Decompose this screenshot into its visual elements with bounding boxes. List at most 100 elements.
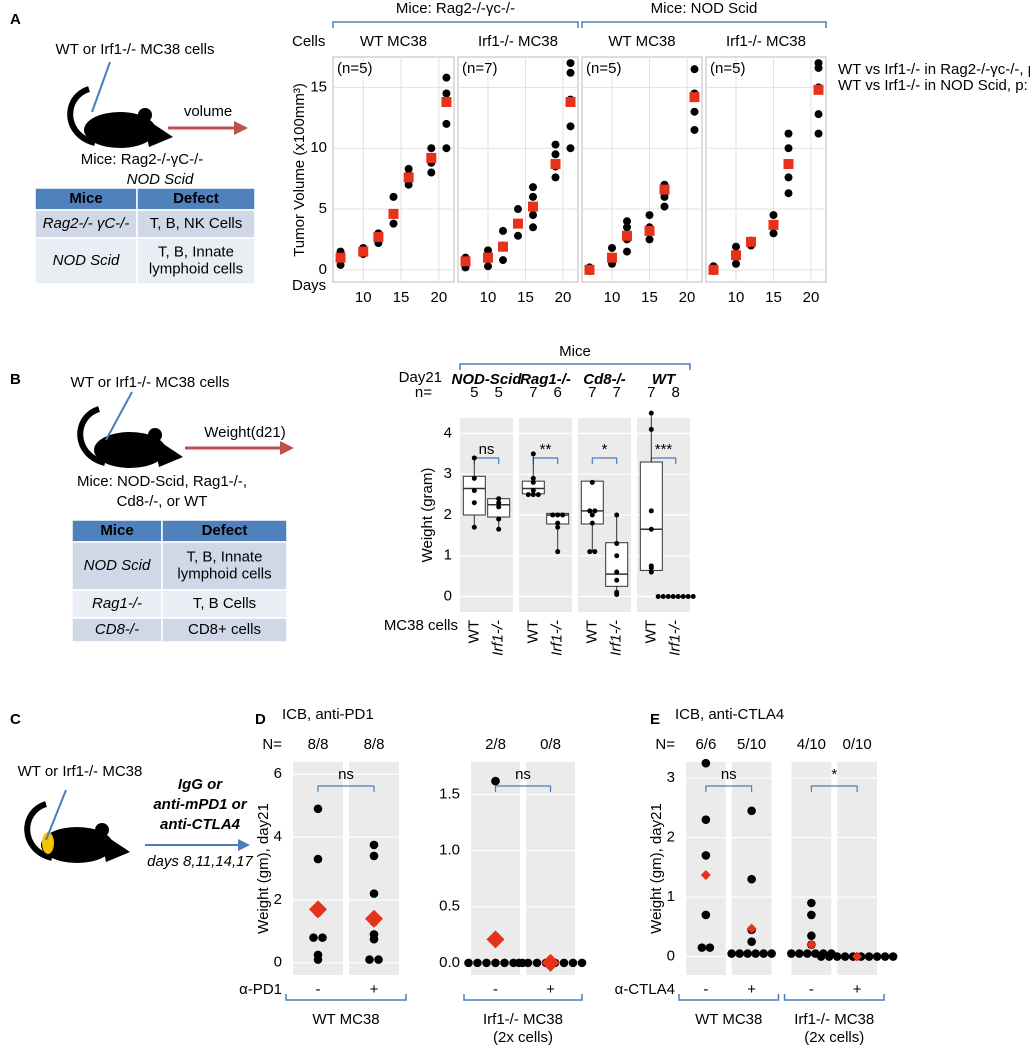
data-point xyxy=(807,931,816,941)
group-label: WT MC38 xyxy=(695,1011,762,1028)
data-point xyxy=(369,889,379,898)
table-text: Rag2-/- γC-/- xyxy=(43,215,130,232)
table-cell xyxy=(136,209,256,239)
data-point xyxy=(623,217,631,226)
mean-marker xyxy=(746,236,756,247)
chart-title: Mice xyxy=(559,343,591,360)
data-point xyxy=(535,492,541,498)
data-point xyxy=(888,952,898,961)
mean-marker xyxy=(358,246,369,257)
table-header: Defect xyxy=(173,190,219,207)
data-point xyxy=(680,594,686,600)
data-point xyxy=(767,949,776,958)
mean-marker xyxy=(441,97,452,107)
group-label: (2x cells) xyxy=(493,1029,553,1046)
mouse-icon xyxy=(77,406,183,468)
table-text: CD8+ cells xyxy=(188,621,261,638)
data-point xyxy=(471,455,477,461)
x-tick-label: WT xyxy=(583,620,600,643)
group-bracket xyxy=(783,994,885,1001)
data-point xyxy=(336,260,345,269)
data-point xyxy=(555,520,561,526)
data-point xyxy=(648,426,654,432)
x-tick-label: 10 xyxy=(728,289,745,306)
data-point xyxy=(769,211,778,220)
diagram-text: WT or Irf1-/- MC38 cells xyxy=(56,41,215,58)
plot-background xyxy=(705,56,827,283)
arrow-head xyxy=(238,839,250,851)
data-point xyxy=(880,952,890,961)
column-background xyxy=(293,762,343,975)
mean-marker xyxy=(550,159,561,170)
data-point xyxy=(690,125,699,134)
x-tick-label: + xyxy=(546,981,555,998)
data-point xyxy=(471,488,477,494)
data-point xyxy=(645,211,654,220)
n-label: 7 xyxy=(647,384,655,401)
significance-label: ns xyxy=(338,766,354,783)
data-point xyxy=(442,89,451,98)
data-point xyxy=(701,815,711,825)
data-point xyxy=(491,776,500,786)
data-point xyxy=(484,262,492,271)
annotation: (n=5) xyxy=(710,60,745,77)
arrow-head xyxy=(234,121,248,135)
n-label: 5 xyxy=(470,384,478,401)
chart-title: ICB, anti-CTLA4 xyxy=(675,706,784,723)
data-point xyxy=(577,958,587,968)
n-label: 6/6 xyxy=(695,736,716,753)
data-point xyxy=(623,223,631,232)
data-point xyxy=(555,549,561,555)
data-point xyxy=(623,247,631,256)
mean-marker xyxy=(528,201,538,212)
axis-label: Weight (gram) xyxy=(419,468,436,563)
data-point xyxy=(864,952,874,961)
y-tick-label: 2 xyxy=(667,829,675,846)
mean-marker xyxy=(644,225,655,236)
facet-label: Cd8-/- xyxy=(583,371,626,388)
y-tick-label: 0 xyxy=(274,954,282,971)
x-tick-label: 10 xyxy=(480,289,497,306)
axis-label: n= xyxy=(415,384,432,401)
group-label: Mice: Rag2-/-γc-/- xyxy=(396,0,515,17)
data-point xyxy=(369,934,379,944)
group-label: (2x cells) xyxy=(804,1029,864,1046)
data-point xyxy=(530,451,536,457)
diagram-text: Weight(d21) xyxy=(204,424,285,441)
facet-label: NOD-Scid xyxy=(451,371,522,388)
chart-title: Irf1-/- MC38 xyxy=(478,33,558,50)
panel-label: B xyxy=(10,371,21,388)
table-cell xyxy=(161,589,288,619)
mean-marker xyxy=(689,92,700,103)
box xyxy=(639,461,663,571)
data-point xyxy=(496,504,502,510)
data-point xyxy=(807,898,816,908)
mean-marker xyxy=(309,900,327,919)
data-point xyxy=(787,949,796,958)
significance-label: * xyxy=(602,441,608,458)
mean-marker xyxy=(365,909,383,928)
table-text: CD8-/- xyxy=(95,621,139,638)
table-cell xyxy=(34,237,138,285)
x-tick-label: + xyxy=(747,981,756,998)
group-label: Irf1-/- MC38 xyxy=(794,1011,874,1028)
chart-title: ICB, anti-PD1 xyxy=(282,706,374,723)
data-point xyxy=(529,211,537,220)
axis-label: MC38 cells xyxy=(384,617,458,634)
data-point xyxy=(551,173,560,182)
data-point xyxy=(872,952,882,961)
x-tick-label: Irf1-/- xyxy=(490,620,507,656)
table-text: lymphoid cells xyxy=(177,565,271,582)
significance-label: *** xyxy=(655,441,673,458)
x-tick-label: 15 xyxy=(765,289,782,306)
n-label: 0/10 xyxy=(843,736,872,753)
data-point xyxy=(514,205,522,214)
y-tick-label: 1.0 xyxy=(439,842,460,859)
data-point xyxy=(313,955,323,964)
data-point xyxy=(442,144,451,153)
group-label: Irf1-/- MC38 xyxy=(483,1011,563,1028)
diagram-text: Mice: NOD-Scid, Rag1-/-, xyxy=(77,473,247,490)
data-point xyxy=(832,952,842,961)
x-tick-label: - xyxy=(493,981,498,998)
data-point xyxy=(690,594,696,600)
